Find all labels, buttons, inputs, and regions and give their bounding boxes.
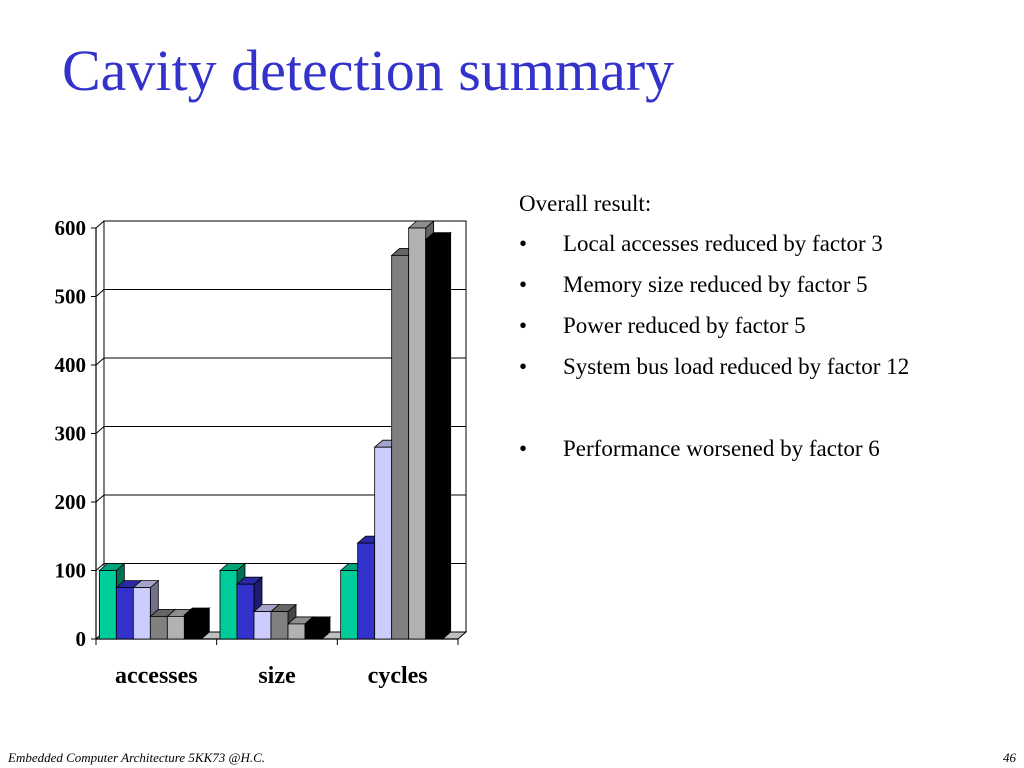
gridline-diagonal: [95, 357, 105, 366]
bullet-text: Power reduced by factor 5: [563, 313, 806, 338]
bullet-item: • Local accesses reduced by factor 3: [519, 230, 909, 271]
bar-front: [98, 570, 117, 640]
y-tick-label: 300: [55, 422, 87, 446]
gridline-diagonal: [95, 289, 105, 297]
bar-front: [304, 623, 323, 640]
bullet-marker: •: [519, 436, 528, 461]
bullet-item: • Memory size reduced by factor 5: [519, 271, 909, 312]
bullet-marker: •: [519, 313, 528, 338]
slide-title: Cavity detection summary: [62, 38, 675, 103]
x-category-label: size: [258, 663, 296, 689]
x-category-label: cycles: [368, 663, 428, 689]
bar-side: [442, 231, 452, 640]
bar: [303, 616, 332, 640]
bar-front: [132, 587, 151, 640]
bullet-marker: •: [519, 272, 528, 297]
bar-front: [340, 570, 359, 640]
bullet-item: • System bus load reduced by factor 12: [519, 353, 909, 394]
summary-heading: Overall result:: [519, 191, 652, 216]
bar-front: [408, 227, 427, 640]
y-tick-label: 0: [76, 627, 87, 651]
page-number: 46: [1003, 750, 1016, 765]
bar: [183, 607, 211, 640]
bar-front: [236, 583, 255, 640]
y-tick-label: 600: [55, 216, 87, 240]
bar-front: [253, 611, 272, 640]
gridline-diagonal: [95, 220, 105, 229]
bar: [424, 231, 452, 640]
y-tick-label: 400: [55, 353, 87, 377]
bar-front: [357, 542, 376, 640]
chart-bars: [98, 220, 452, 640]
bar-front: [287, 623, 306, 640]
bar-front: [391, 254, 410, 640]
bar-front: [166, 615, 185, 640]
bullet-text: Performance worsened by factor 6: [563, 436, 880, 461]
bar-chart: 0 100 200 300 400 500 600 accesses size cycles: [55, 216, 468, 689]
bar-front: [219, 570, 238, 640]
bar-front: [183, 614, 202, 640]
bar-front: [115, 587, 134, 640]
y-tick-label: 500: [55, 285, 87, 309]
x-axis-category-labels: accesses size cycles: [115, 663, 428, 689]
bar-front: [425, 239, 444, 640]
y-tick-label: 200: [55, 490, 87, 514]
footer-course-label: Embedded Computer Architecture 5KK73 @H.…: [8, 750, 266, 765]
y-tick-label: 100: [55, 559, 87, 583]
gridline-diagonal: [95, 563, 105, 571]
y-axis-tick-labels: 0 100 200 300 400 500 600: [55, 216, 87, 651]
bar-front: [149, 615, 168, 640]
x-category-label: accesses: [115, 663, 198, 689]
gridline-diagonal: [95, 494, 105, 503]
bullet-item: • Performance worsened by factor 6: [519, 435, 909, 476]
bullet-item: • Power reduced by factor 5: [519, 312, 909, 353]
summary-bullet-list: • Local accesses reduced by factor 3 • Mem…: [519, 230, 909, 476]
bullet-marker: •: [519, 231, 528, 256]
bullet-text: System bus load reduced by factor 12: [563, 354, 910, 379]
bullet-text: Memory size reduced by factor 5: [563, 272, 868, 297]
bar-front: [270, 611, 289, 640]
summary-panel: Overall result: • Local accesses reduced …: [519, 190, 909, 476]
bullet-marker: •: [519, 354, 528, 379]
bar-front: [374, 446, 393, 640]
bullet-text: Local accesses reduced by factor 3: [563, 231, 883, 256]
gridline-diagonal: [95, 426, 105, 434]
